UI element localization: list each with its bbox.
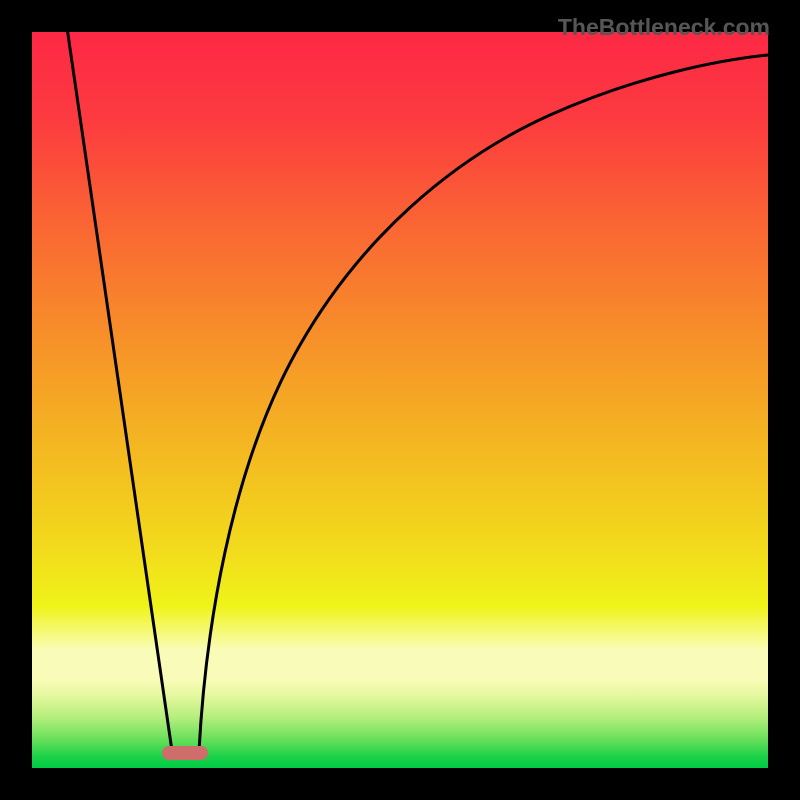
watermark-text: TheBottleneck.com: [558, 14, 770, 41]
left-line: [63, 32, 172, 751]
chart-container: TheBottleneck.com: [0, 0, 800, 800]
bottleneck-marker: [162, 746, 208, 760]
right-curve: [199, 55, 768, 751]
curves-layer: [32, 32, 768, 768]
